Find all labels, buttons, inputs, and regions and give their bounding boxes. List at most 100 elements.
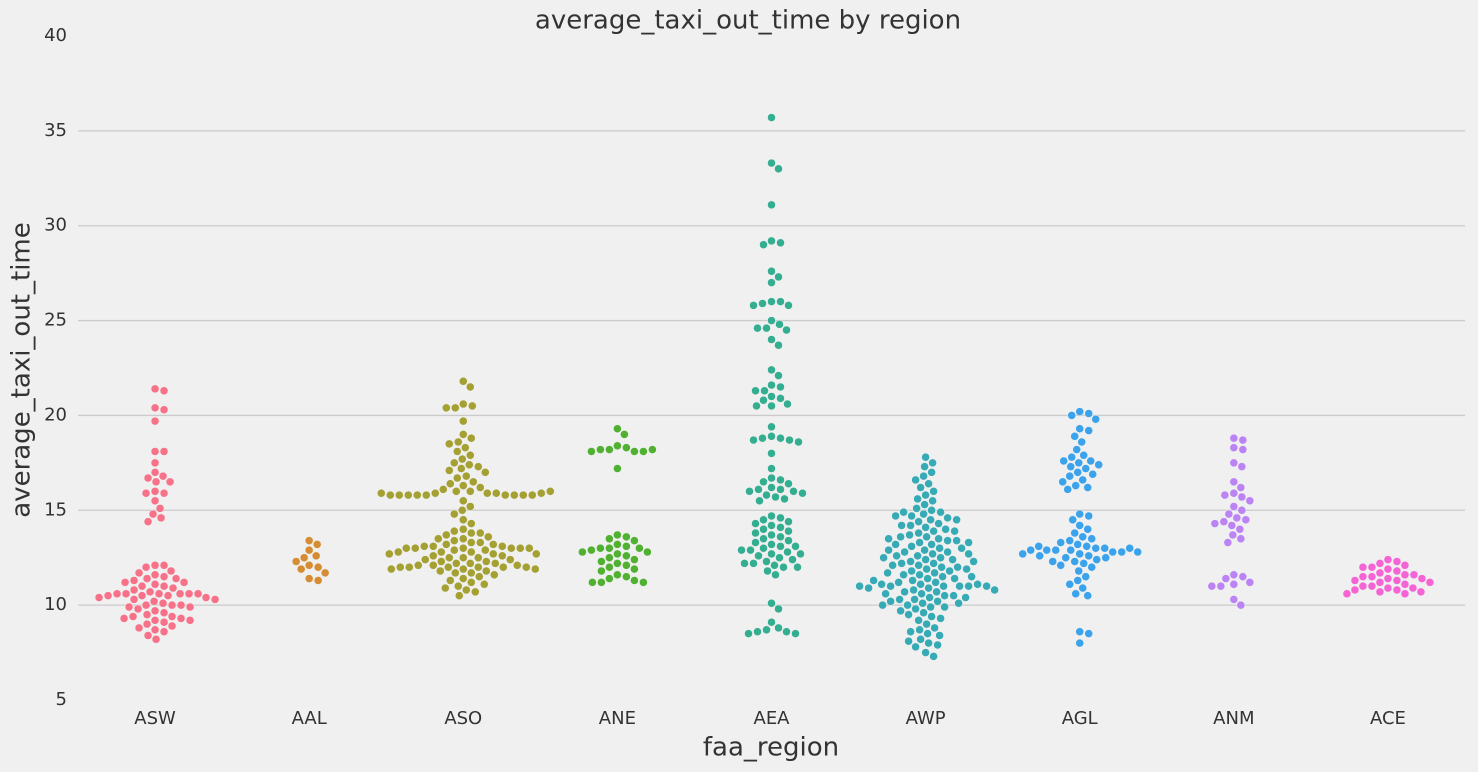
swarm-point bbox=[907, 542, 916, 551]
swarm-point bbox=[150, 384, 160, 394]
swarm-point bbox=[304, 536, 314, 545]
swarm-point bbox=[395, 490, 404, 500]
swarm-point bbox=[762, 323, 771, 333]
swarm-point bbox=[933, 640, 942, 650]
swarm-point bbox=[928, 458, 937, 468]
swarm-point bbox=[421, 555, 430, 564]
swarm-point bbox=[201, 593, 211, 602]
swarm-point bbox=[484, 532, 493, 542]
swarm-point bbox=[1383, 564, 1393, 574]
swarm-point bbox=[394, 547, 403, 557]
swarm-point bbox=[767, 464, 776, 473]
swarm-point bbox=[630, 536, 639, 545]
swarm-point bbox=[119, 614, 129, 623]
swarm-point bbox=[948, 555, 957, 564]
swarm-point bbox=[793, 562, 802, 572]
swarm-point bbox=[751, 538, 760, 547]
swarm-point bbox=[480, 580, 489, 589]
swarm-point bbox=[924, 638, 933, 648]
swarm-point bbox=[913, 551, 922, 561]
swarm-point bbox=[474, 562, 483, 572]
swarm-point bbox=[1236, 600, 1246, 610]
swarm-point bbox=[767, 113, 776, 122]
swarm-point bbox=[1082, 542, 1091, 551]
swarm-point bbox=[955, 581, 964, 591]
swarm-point bbox=[921, 648, 930, 657]
swarm-point bbox=[1067, 452, 1076, 462]
swarm-point bbox=[937, 562, 946, 572]
swarm-point bbox=[895, 595, 904, 604]
swarm-point bbox=[1383, 583, 1393, 593]
swarm-point bbox=[467, 568, 476, 578]
swarm-point bbox=[620, 430, 629, 439]
swarm-point bbox=[531, 564, 540, 574]
swarm-point bbox=[916, 580, 925, 589]
swarm-point bbox=[442, 403, 451, 413]
swarm-point bbox=[185, 616, 195, 625]
swarm-point bbox=[613, 540, 622, 549]
swarm-point bbox=[159, 608, 169, 617]
chart-title: average_taxi_out_time by region bbox=[535, 6, 961, 36]
swarm-point bbox=[891, 511, 900, 521]
swarm-point bbox=[1094, 460, 1103, 470]
swarm-point bbox=[1091, 543, 1100, 553]
swarm-point bbox=[452, 559, 461, 568]
swarm-point bbox=[929, 559, 938, 568]
swarm-point bbox=[450, 509, 459, 519]
swarm-point bbox=[129, 576, 139, 585]
swarm-point bbox=[476, 528, 485, 538]
swarm-point bbox=[446, 479, 455, 488]
swarm-point bbox=[762, 490, 771, 500]
swarm-point bbox=[776, 532, 785, 542]
swarm-point bbox=[312, 540, 322, 549]
swarm-point bbox=[414, 561, 423, 570]
swarm-point bbox=[490, 570, 499, 580]
swarm-point bbox=[1232, 513, 1242, 523]
swarm-point bbox=[789, 487, 798, 496]
y-axis-label: average_taxi_out_time bbox=[7, 222, 37, 518]
swarm-point bbox=[320, 568, 330, 578]
swarm-point bbox=[499, 562, 508, 572]
swarm-point bbox=[936, 614, 945, 623]
swarm-point bbox=[892, 551, 901, 561]
swarm-point bbox=[124, 602, 134, 612]
swarm-point bbox=[964, 538, 973, 547]
swarm-point bbox=[446, 576, 455, 585]
swarm-point bbox=[459, 574, 468, 583]
swarm-point bbox=[159, 572, 169, 581]
swarm-point bbox=[1087, 562, 1096, 572]
swarm-point bbox=[776, 433, 785, 443]
swarm-point bbox=[759, 543, 768, 553]
swarm-point bbox=[1229, 580, 1239, 589]
swarm-point bbox=[168, 583, 178, 593]
swarm-point bbox=[914, 528, 923, 538]
swarm-point bbox=[751, 386, 760, 396]
swarm-point bbox=[932, 587, 941, 597]
swarm-point bbox=[1063, 485, 1072, 494]
swarm-point bbox=[1400, 570, 1410, 580]
swarm-point bbox=[904, 636, 913, 646]
swarm-point bbox=[134, 568, 144, 578]
swarm-point bbox=[532, 549, 541, 559]
swarm-point bbox=[439, 485, 448, 494]
swarm-point bbox=[506, 555, 515, 564]
swarm-point bbox=[767, 617, 776, 627]
swarm-point bbox=[780, 494, 789, 504]
swarm-point bbox=[459, 564, 468, 574]
swarm-point bbox=[1409, 570, 1419, 580]
swarm-point bbox=[1392, 566, 1402, 576]
swarm-point bbox=[1383, 555, 1393, 564]
swarm-point bbox=[597, 566, 606, 576]
swarm-point bbox=[930, 568, 939, 578]
swarm-point bbox=[749, 559, 758, 568]
swarm-point bbox=[922, 619, 931, 629]
y-tick-label: 30 bbox=[44, 215, 67, 236]
swarm-point bbox=[537, 488, 546, 498]
swarm-point bbox=[915, 570, 924, 580]
swarm-point bbox=[784, 526, 793, 536]
swarm-point bbox=[934, 534, 943, 543]
swarm-point bbox=[1079, 559, 1088, 568]
swarm-point bbox=[1056, 538, 1065, 547]
y-tick-label: 40 bbox=[44, 25, 67, 46]
